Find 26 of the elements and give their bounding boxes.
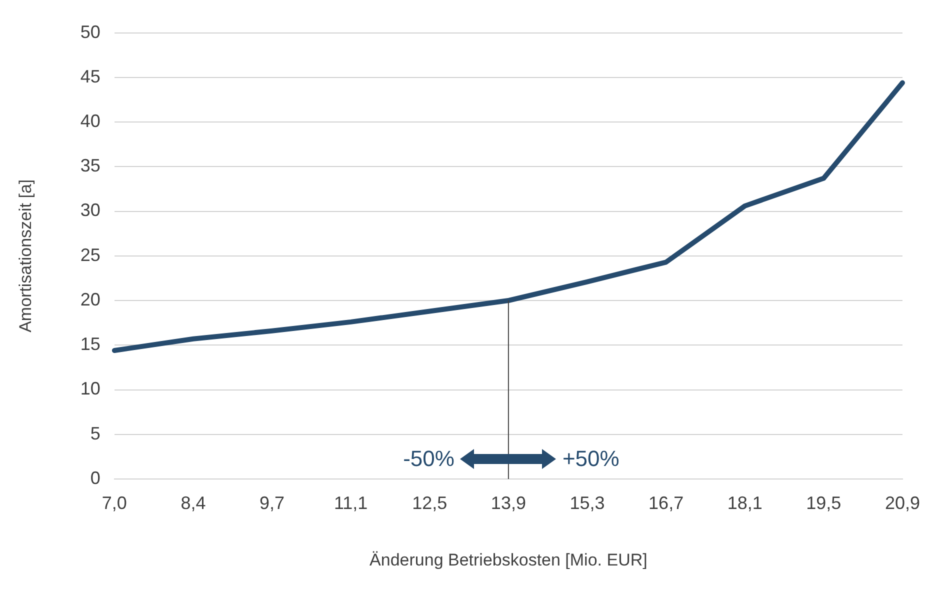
y-tick-label: 0	[90, 468, 100, 488]
x-tick-label: 11,1	[334, 492, 368, 513]
annotation: +50%	[562, 445, 620, 473]
x-tick-label: 13,9	[490, 492, 526, 513]
x-tick-label: 12,5	[412, 492, 448, 513]
y-tick-label: 45	[80, 66, 100, 86]
x-tick-label: 7,0	[102, 492, 127, 513]
x-tick-label: 20,9	[884, 492, 920, 513]
y-tick-label: 50	[80, 22, 100, 42]
y-tick-label: 20	[80, 289, 100, 310]
y-tick-label: 35	[80, 156, 100, 176]
x-tick-label: 16,7	[648, 492, 684, 513]
y-tick-label: 15	[80, 334, 100, 354]
x-tick-label: 18,1	[727, 492, 762, 513]
y-tick-label: 30	[80, 200, 100, 220]
y-tick-label: 40	[80, 111, 100, 132]
x-tick-label: 15,3	[570, 492, 605, 513]
annotation: -50%	[403, 445, 454, 473]
x-tick-label: 19,5	[806, 492, 842, 513]
x-tick-label: 8,4	[180, 492, 206, 513]
y-axis-title: Amortisationszeit [a]	[16, 179, 35, 332]
y-tick-label: 5	[90, 423, 100, 444]
x-axis-title: Änderung Betriebskosten [Mio. EUR]	[370, 550, 648, 570]
y-tick-label: 10	[80, 378, 100, 399]
x-tick-label: 9,7	[260, 492, 285, 513]
y-tick-label: 25	[80, 244, 100, 265]
